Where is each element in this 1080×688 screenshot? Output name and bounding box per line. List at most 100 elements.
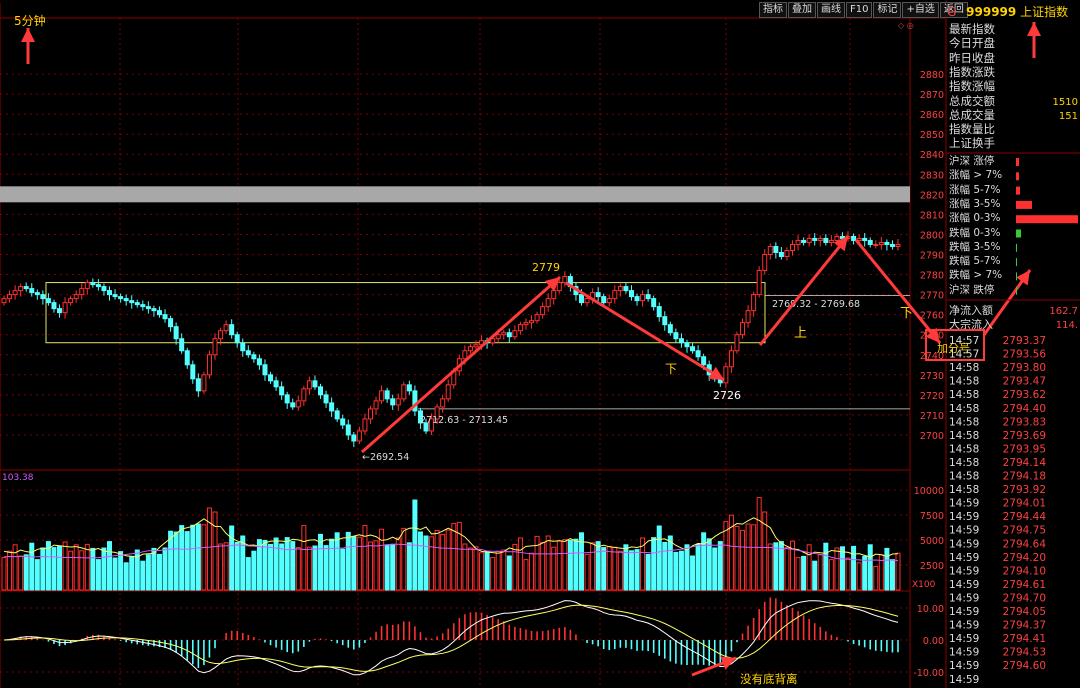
volume-bar	[628, 550, 634, 591]
toolbar-button-1[interactable]: 叠加	[788, 2, 816, 18]
volume-bar	[529, 552, 535, 591]
volume-bar	[545, 535, 551, 591]
volume-bar	[534, 535, 540, 591]
dist-bar	[1016, 200, 1032, 209]
info-label: 今日开盘	[949, 36, 995, 51]
candle-body	[306, 380, 312, 390]
candle-body	[490, 338, 496, 344]
candle-body	[623, 286, 629, 292]
candle-body	[45, 298, 51, 304]
candle-body	[834, 235, 840, 241]
volume-bar	[723, 521, 729, 591]
volume-bar	[395, 537, 401, 591]
candle-body	[118, 296, 124, 300]
volume-bar	[156, 553, 162, 591]
block-flow-label: 大宗流入	[949, 317, 993, 331]
volume-bar	[673, 551, 679, 591]
volume-bar	[801, 555, 807, 591]
trend-arrow-down-2-head	[925, 327, 940, 343]
toolbar-button-4[interactable]: 标记	[873, 2, 902, 18]
tick-price: 2794.64	[1003, 538, 1047, 550]
volume-bar	[140, 560, 146, 591]
volume-bar	[517, 537, 523, 591]
toolbar: 指标 叠加 画线 F10 标记 +自选 返回	[758, 2, 968, 18]
trend-arrow-up-2	[758, 235, 850, 346]
volume-tick-label: 2500	[920, 561, 944, 572]
macd-tick-label: 10.00	[917, 604, 944, 615]
price-tick-label: 2840	[920, 150, 944, 161]
candle-body	[151, 308, 157, 312]
candle-body	[728, 350, 734, 368]
volume-bar	[839, 546, 845, 591]
dist-label: 跌幅 5-7%	[949, 255, 1001, 268]
candle-body	[556, 282, 562, 292]
volume-bar	[867, 544, 873, 591]
toolbar-button-2[interactable]: 画线	[817, 2, 845, 18]
volume-bar	[784, 547, 790, 591]
macd-arrow-head	[720, 656, 736, 670]
volume-bar	[817, 554, 823, 591]
candle-body	[606, 298, 612, 304]
volume-bar	[212, 511, 218, 591]
macd-dif-line	[3, 600, 899, 676]
volume-tick-label: 5000	[920, 536, 944, 547]
candle-body	[523, 322, 529, 326]
volume-bar	[101, 547, 107, 591]
candle-body	[684, 342, 690, 348]
period-arrow-head	[21, 28, 35, 42]
volume-bar	[889, 559, 895, 591]
volume-bar	[384, 545, 390, 591]
volume-bar	[434, 529, 440, 591]
volume-bar	[417, 531, 423, 591]
volume-bar	[218, 543, 224, 591]
price-tick-label: 2810	[920, 210, 944, 221]
candle-body	[295, 400, 301, 408]
prefix-label: G	[947, 5, 957, 19]
volume-bar	[57, 545, 63, 591]
tick-price: 2794.18	[1003, 471, 1046, 483]
net-flow-value: 162.7	[1049, 306, 1078, 317]
period-label: 5分钟	[14, 14, 46, 28]
candle-body	[467, 346, 473, 352]
candle-body	[245, 350, 251, 356]
volume-bar	[318, 533, 324, 591]
tick-time: 14:59	[949, 633, 979, 645]
toolbar-button-5[interactable]: +自选	[902, 2, 939, 18]
price-tick-label: 2880	[920, 70, 944, 81]
candle-body	[40, 294, 46, 300]
candle-body	[695, 350, 701, 358]
dist-label: 跌幅 3-5%	[949, 240, 1001, 253]
tick-time: 14:59	[949, 647, 979, 659]
volume-bar	[373, 540, 379, 591]
candle-body	[290, 402, 296, 408]
candle-body	[673, 332, 679, 340]
price-tick-label: 2780	[920, 271, 944, 282]
candle-body	[473, 344, 479, 348]
info-label: 总成交额	[949, 93, 995, 108]
candle-body	[223, 324, 229, 332]
toolbar-button-0[interactable]: 指标	[759, 2, 787, 18]
candle-body	[395, 398, 401, 406]
toolbar-button-3[interactable]: F10	[846, 2, 873, 18]
toolbar-button-6[interactable]: 返回	[939, 2, 968, 18]
candle-body	[529, 320, 535, 324]
tick-time: 14:58	[949, 362, 979, 374]
volume-bar	[634, 549, 640, 591]
candle-body	[640, 294, 646, 302]
candle-body	[429, 418, 435, 432]
candle-body	[212, 338, 218, 356]
candle-body	[878, 241, 884, 245]
candle-body	[795, 239, 801, 245]
dist-label: 跌幅 > 7%	[949, 269, 1003, 282]
candle-body	[379, 390, 385, 402]
candle-body	[268, 374, 274, 382]
candle-body	[123, 298, 129, 302]
volume-bar	[229, 525, 235, 591]
volume-bar	[23, 554, 29, 591]
tick-price: 2794.70	[1003, 592, 1046, 604]
candle-body	[651, 298, 657, 308]
candle-body	[12, 290, 18, 296]
volume-bar	[540, 541, 546, 591]
volume-bar	[479, 552, 485, 591]
volume-bar	[873, 565, 879, 591]
